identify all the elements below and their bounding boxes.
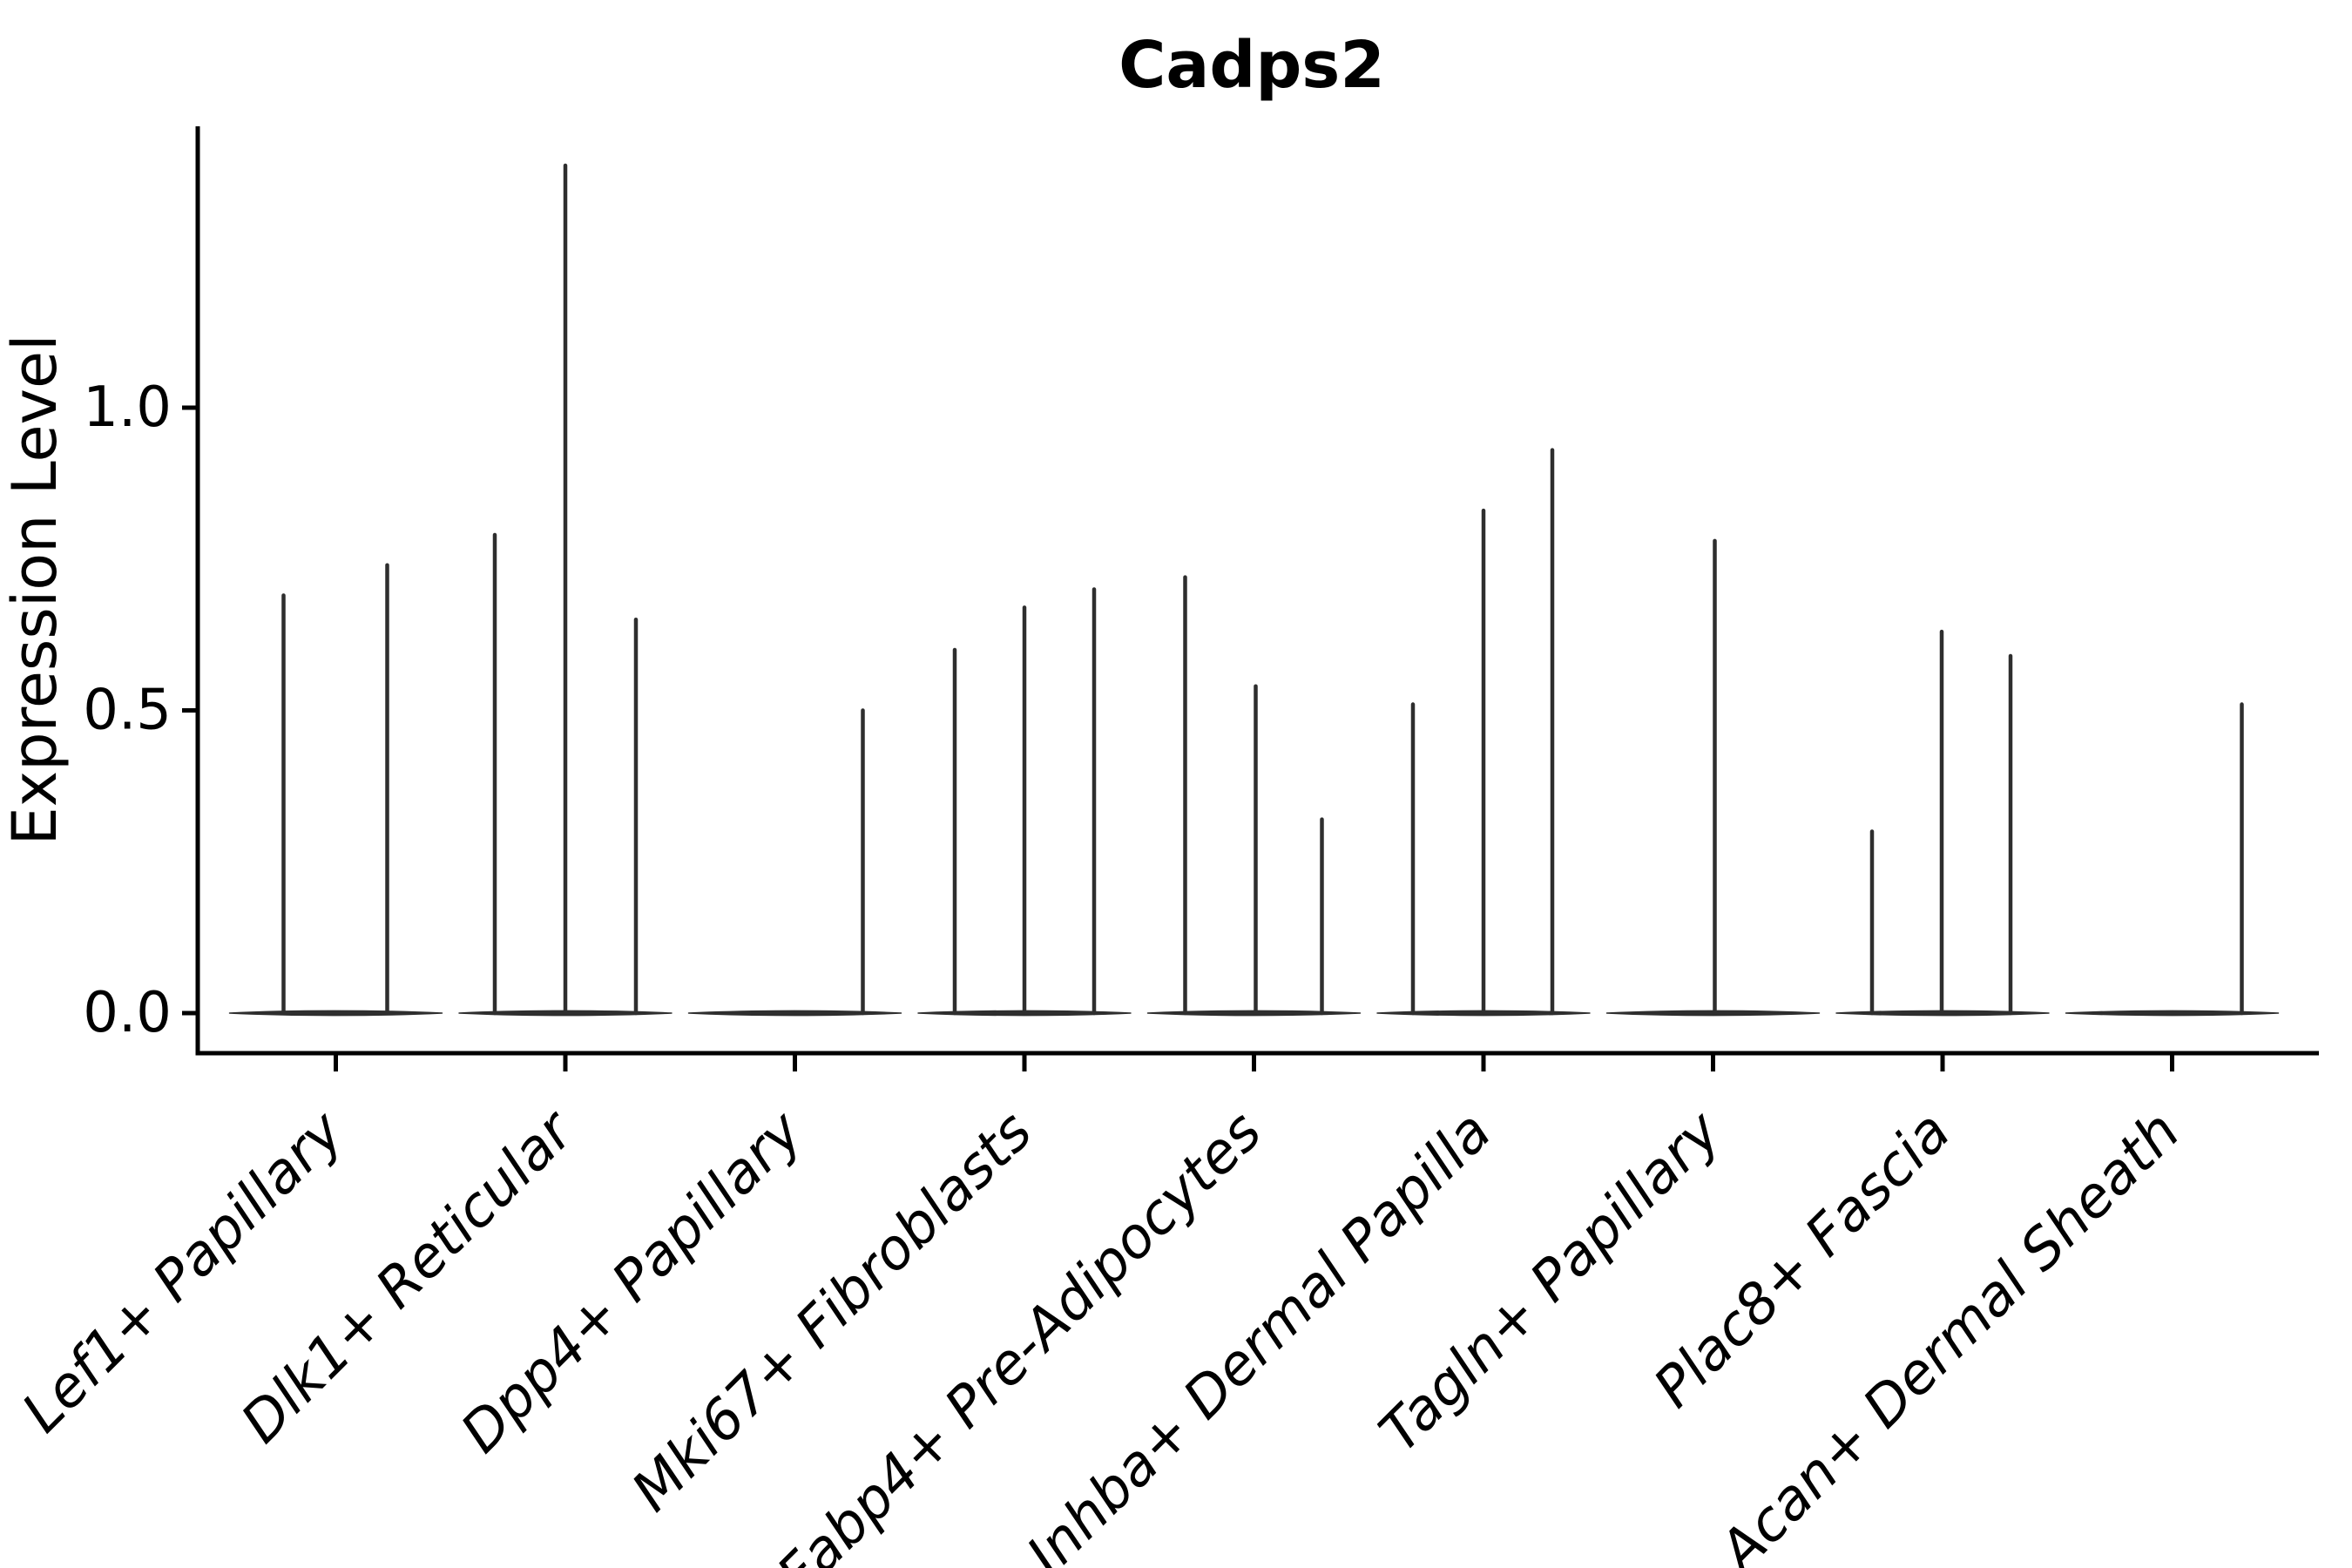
- x-tick-label: Mki67+ Fibroblasts: [620, 1099, 1045, 1524]
- violin-group: [1376, 448, 1591, 1017]
- violin-group: [1146, 575, 1362, 1017]
- x-tick-label: Acan+ Dermal Sheath: [1706, 1099, 2193, 1568]
- y-tick-label: 0.0: [83, 981, 172, 1045]
- chart-title: Cadps2: [1119, 28, 1385, 103]
- x-tick-label: Inhba+ Dermal Papilla: [1015, 1099, 1504, 1568]
- violin-base: [687, 1010, 902, 1017]
- y-axis-label: Expression Level: [0, 334, 71, 845]
- violin-group: [228, 563, 443, 1017]
- violin-group: [1835, 629, 2050, 1017]
- y-tick-label: 1.0: [83, 375, 172, 440]
- violin-group: [917, 587, 1132, 1017]
- violin-layer: [228, 163, 2280, 1017]
- violin-group: [2065, 702, 2280, 1017]
- violin-group: [1605, 538, 1821, 1017]
- y-tick-label: 0.5: [83, 679, 172, 743]
- violin-group: [458, 163, 672, 1017]
- violin-base: [2065, 1010, 2280, 1017]
- violin-base: [228, 1010, 443, 1017]
- violin-group: [687, 708, 902, 1017]
